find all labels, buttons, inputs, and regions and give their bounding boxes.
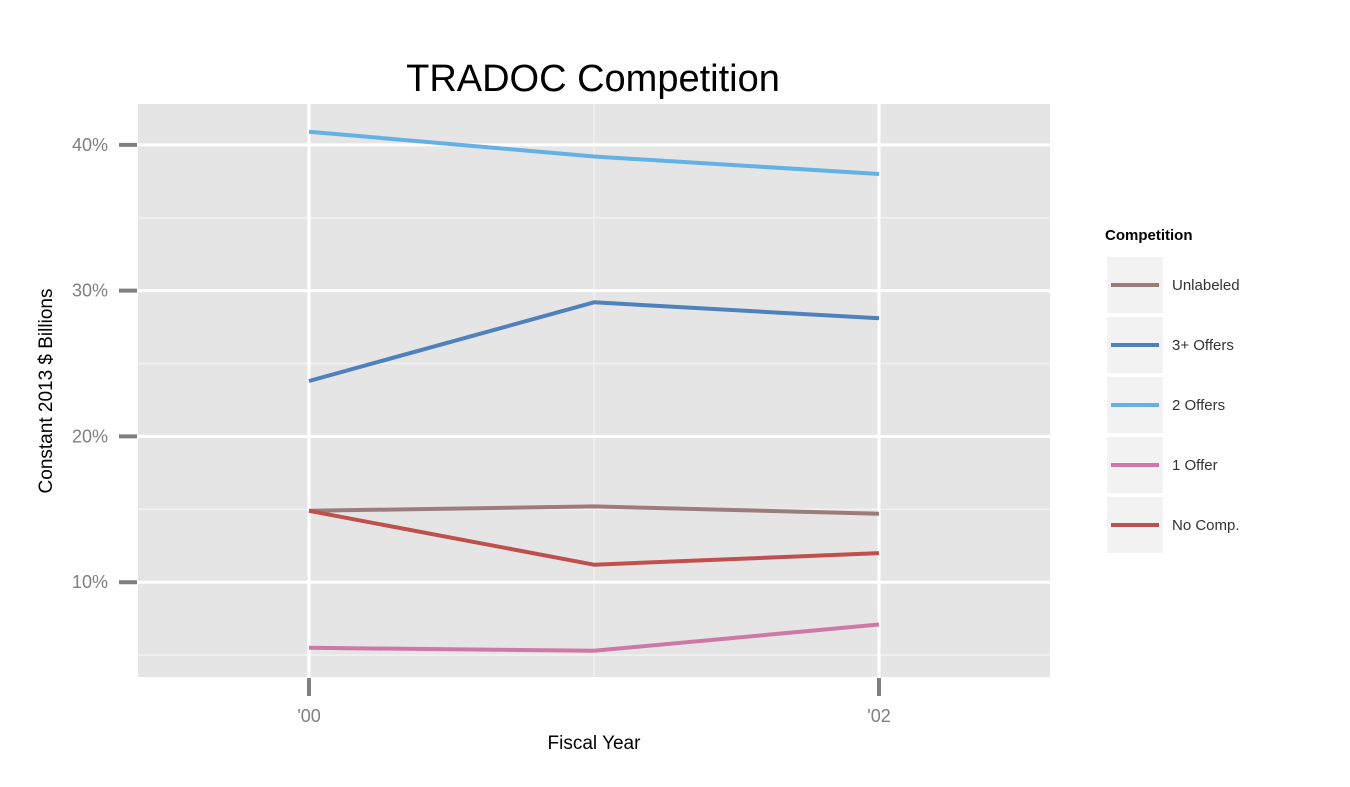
legend-label: Unlabeled (1172, 277, 1240, 294)
legend: Competition Unlabeled 3+ Offers 2 Offers 1 … (1105, 227, 1240, 553)
series-line (308, 504, 880, 516)
series-line (308, 622, 880, 653)
x-tick-label: '00 (297, 706, 320, 726)
chart-title: TRADOC Competition (406, 58, 780, 100)
series-line (308, 129, 880, 176)
y-axis: 10% 20% 30% 40% (72, 135, 137, 592)
y-axis-label: Constant 2013 $ Billions (36, 289, 57, 494)
minor-gridlines (138, 104, 1050, 677)
y-tick-label: 40% (72, 135, 108, 155)
legend-label: No Comp. (1172, 517, 1240, 534)
legend-label: 3+ Offers (1172, 337, 1234, 354)
y-tick-label: 20% (72, 426, 108, 446)
x-tick-label: '02 (867, 706, 890, 726)
series-line (308, 508, 880, 567)
y-tick-label: 10% (72, 572, 108, 592)
legend-label: 1 Offer (1172, 457, 1218, 474)
x-axis: '00 '02 (297, 678, 891, 726)
series-line (308, 300, 880, 383)
legend-label: 2 Offers (1172, 397, 1225, 414)
major-gridlines (138, 104, 1050, 677)
x-axis-label: Fiscal Year (548, 733, 642, 754)
series-lines (308, 129, 880, 653)
y-tick-label: 30% (72, 281, 108, 301)
legend-title: Competition (1105, 227, 1193, 244)
